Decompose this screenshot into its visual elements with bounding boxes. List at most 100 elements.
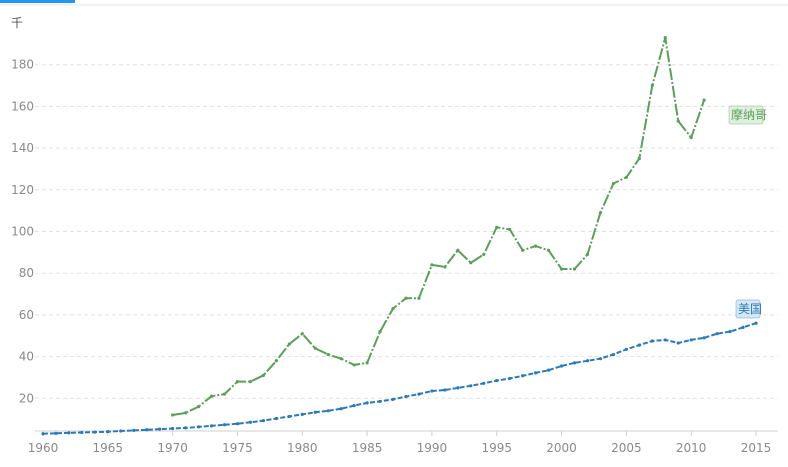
data-point xyxy=(482,381,486,385)
data-point xyxy=(365,401,369,405)
data-point xyxy=(456,248,460,252)
data-point xyxy=(378,399,382,404)
data-point xyxy=(404,395,408,399)
data-point xyxy=(171,413,175,417)
data-point xyxy=(106,430,110,434)
data-point xyxy=(235,380,240,384)
series-tag-bg xyxy=(735,299,761,319)
data-point xyxy=(404,296,408,300)
y-tick-label: 80 xyxy=(19,266,34,280)
data-point xyxy=(145,428,149,432)
data-point xyxy=(715,332,719,336)
data-point xyxy=(676,341,680,345)
data-point xyxy=(585,252,590,257)
x-tick-label: 1960 xyxy=(28,441,59,455)
series-line xyxy=(172,36,706,416)
data-point xyxy=(352,403,356,408)
series-tag: 美国 xyxy=(735,299,762,319)
data-point xyxy=(508,227,512,232)
y-tick-label: 40 xyxy=(19,350,34,364)
series-line xyxy=(42,322,757,435)
data-point xyxy=(41,432,45,436)
data-point xyxy=(196,405,201,409)
data-point xyxy=(184,426,188,430)
data-point xyxy=(598,357,603,361)
gridlines xyxy=(35,64,778,399)
x-tick-label: 1990 xyxy=(417,441,448,455)
data-point xyxy=(313,346,317,350)
data-point xyxy=(663,338,667,342)
data-point xyxy=(67,431,71,435)
y-tick-label: 160 xyxy=(11,99,34,113)
data-point xyxy=(365,361,369,365)
x-tick-label: 1965 xyxy=(93,441,124,455)
data-point xyxy=(650,339,654,343)
data-point xyxy=(274,416,278,421)
data-point xyxy=(391,397,395,401)
data-point xyxy=(235,422,240,426)
data-point xyxy=(313,410,317,414)
data-point xyxy=(391,307,395,311)
series-tag-bg xyxy=(728,105,764,125)
data-point xyxy=(80,430,84,435)
data-point xyxy=(611,352,616,357)
data-point xyxy=(158,427,162,431)
data-point xyxy=(754,321,758,325)
data-point xyxy=(469,384,473,388)
y-unit-label: 千 xyxy=(11,16,23,30)
data-point xyxy=(572,361,577,365)
data-point xyxy=(495,378,499,383)
data-point xyxy=(261,373,265,377)
data-point xyxy=(585,359,590,363)
data-point xyxy=(482,252,486,257)
data-point xyxy=(469,261,473,265)
series-tag: 摩纳哥 xyxy=(728,105,767,125)
data-point xyxy=(741,325,745,330)
data-point xyxy=(443,388,447,392)
x-tick-label: 2015 xyxy=(741,441,772,455)
y-tick-label: 20 xyxy=(19,391,34,405)
data-point xyxy=(650,83,654,88)
y-tick-label: 180 xyxy=(11,58,34,72)
data-point xyxy=(559,267,564,271)
data-point xyxy=(119,429,123,433)
data-point xyxy=(534,371,538,375)
top-accent-bar xyxy=(0,0,75,3)
data-point xyxy=(378,329,382,334)
data-point xyxy=(598,211,603,215)
data-point xyxy=(326,352,330,357)
data-point xyxy=(508,376,512,381)
data-point xyxy=(171,426,175,431)
data-point xyxy=(352,363,356,367)
data-point xyxy=(456,386,460,390)
data-point xyxy=(222,392,227,396)
series-1 xyxy=(171,35,706,417)
data-point xyxy=(184,411,188,415)
series-tag-label: 摩纳哥 xyxy=(731,107,767,122)
x-tick-label: 2000 xyxy=(546,441,577,455)
data-point xyxy=(430,389,434,393)
x-tick-label: 1995 xyxy=(481,441,512,455)
data-point xyxy=(534,244,538,248)
data-point xyxy=(546,368,551,372)
data-point xyxy=(637,156,641,161)
data-point xyxy=(495,225,499,229)
data-point xyxy=(611,181,616,186)
data-point xyxy=(300,412,304,416)
data-point xyxy=(287,342,291,346)
data-point xyxy=(676,119,680,123)
data-point xyxy=(443,265,447,269)
data-point xyxy=(663,35,667,40)
y-axis-ticks: 20 40 60 80 100 120 140 160 180 xyxy=(11,58,34,406)
data-point xyxy=(209,424,214,428)
data-point xyxy=(546,248,551,252)
data-point xyxy=(339,357,343,361)
data-point xyxy=(417,392,421,396)
series-tag-label: 美国 xyxy=(738,302,762,316)
data-point xyxy=(728,329,732,334)
data-point xyxy=(521,248,525,252)
data-point xyxy=(689,338,693,342)
x-tick-label: 2005 xyxy=(611,441,642,455)
